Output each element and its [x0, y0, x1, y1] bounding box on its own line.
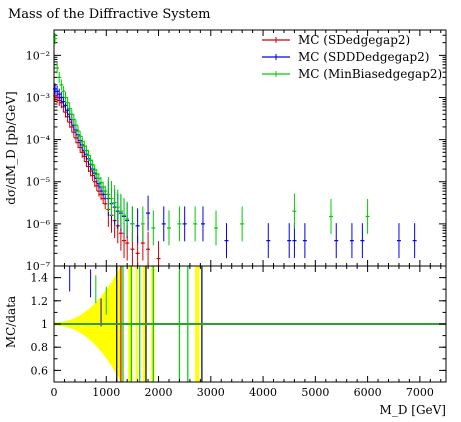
series-1 [53, 83, 417, 259]
x-tick-label: 2000 [145, 386, 173, 399]
ratio-tick-label: 0.8 [31, 341, 49, 354]
ratio-tick-label: 0.6 [31, 364, 49, 377]
y-tick-label: 10⁻³ [26, 91, 50, 104]
x-tick-label: 0 [51, 386, 58, 399]
x-tick-label: 5000 [301, 386, 329, 399]
y-tick-label: 10⁻⁶ [26, 218, 51, 231]
main-plot: 10⁻² 10⁻³ 10⁻⁴ 10⁻⁵ 10⁻⁶ 10⁻⁷ [26, 29, 447, 273]
y-tick-label: 10⁻² [26, 49, 50, 62]
legend-entry: MC (MinBiasedgegap2) [298, 67, 442, 81]
ratio-tick-label: 1 [41, 318, 48, 331]
legend: MC (SDedgegap2) MC (SDDDedgegap2) MC (MinB… [262, 33, 442, 81]
ratio-plot: 0 1000 2000 3000 4000 5000 6000 7000 1.4 1.2 1 0.8 0… [31, 265, 447, 399]
x-tick-label: 1000 [92, 386, 120, 399]
x-tick-label: 6000 [354, 386, 382, 399]
ratio-tick-label: 1.2 [31, 295, 49, 308]
y-tick-label: 10⁻⁷ [26, 260, 51, 273]
y-tick-label: 10⁻⁴ [26, 134, 51, 147]
legend-entry: MC (SDDDedgegap2) [298, 50, 429, 64]
y-axis-label: dσ/dM_D [pb/GeV] [4, 91, 18, 204]
chart-title: Mass of the Diffractive System [8, 7, 211, 22]
y-tick-label: 10⁻⁵ [26, 176, 50, 189]
x-axis-label: M_D [GeV] [380, 403, 446, 417]
main-plot-frame [53, 29, 447, 267]
legend-entry: MC (SDedgegap2) [298, 33, 410, 47]
x-tick-label: 3000 [197, 386, 225, 399]
series-2 [53, 33, 370, 246]
ratio-tick-label: 1.4 [31, 272, 49, 285]
x-tick-label: 4000 [249, 386, 277, 399]
x-tick-label: 7000 [406, 386, 434, 399]
series-0 [53, 90, 161, 266]
ratio-y-axis-label: MC/data [4, 296, 18, 348]
